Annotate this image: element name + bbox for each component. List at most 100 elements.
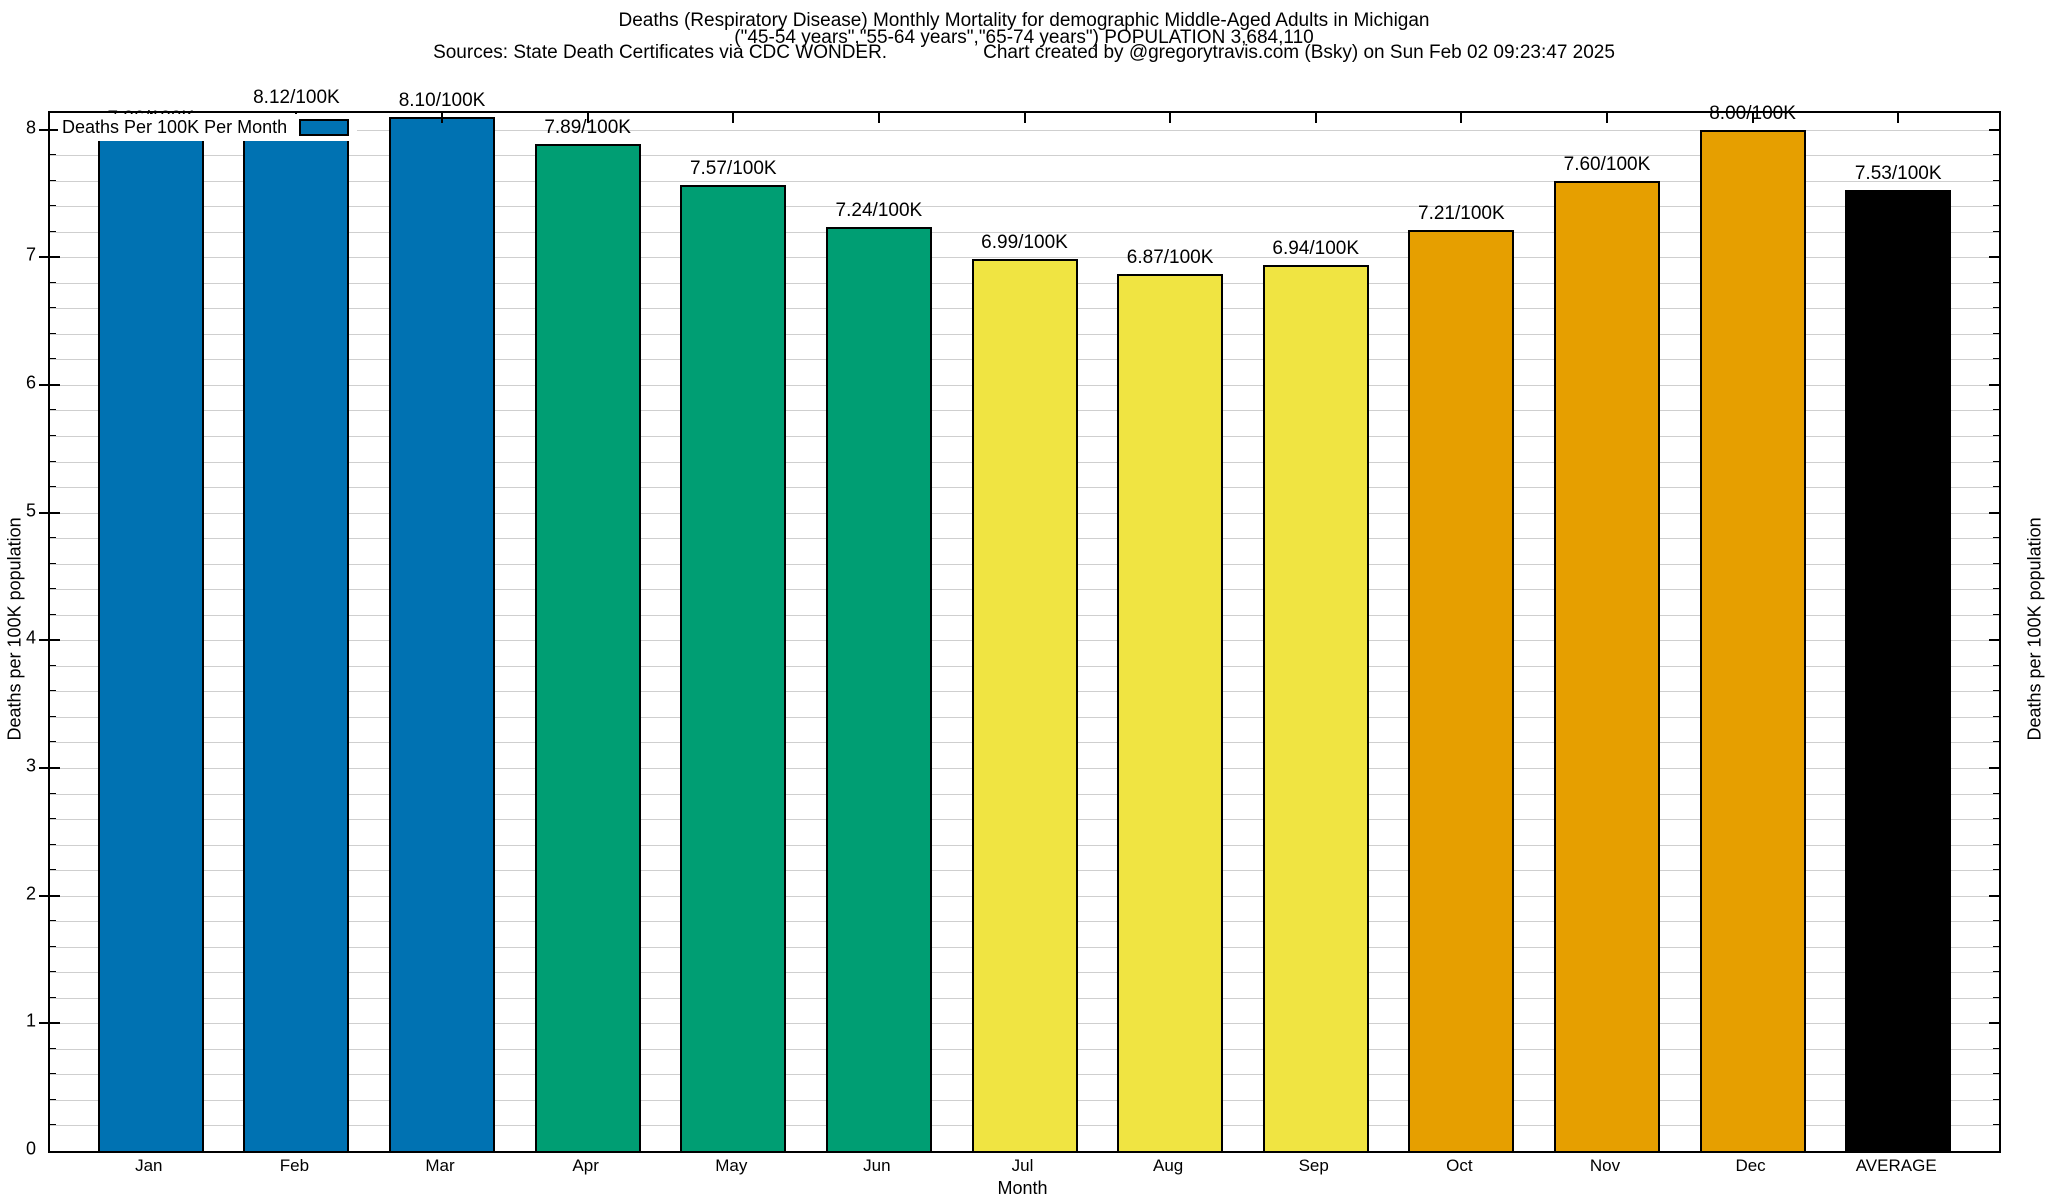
y-tick-mark: [1993, 1047, 1999, 1049]
bar-value-label-dec: 8.00/100K: [1709, 102, 1796, 124]
y-tick-mark: [1993, 945, 1999, 947]
y-tick-mark: [50, 1073, 56, 1075]
y-tick-mark: [1993, 715, 1999, 717]
bar-value-label-nov: 7.60/100K: [1563, 153, 1651, 175]
x-tick-label-sep: Sep: [1298, 1156, 1329, 1175]
y-tick-mark: [50, 154, 56, 156]
y-tick-label: 5: [25, 500, 36, 521]
y-tick-mark: [1993, 537, 1999, 539]
y-tick-mark: [1993, 307, 1999, 309]
y-tick-mark: [1993, 613, 1999, 615]
y-tick-mark: [50, 766, 60, 769]
bar-mar: [389, 116, 496, 1151]
y-tick-mark: [1993, 562, 1999, 564]
y-tick-label: 8: [25, 117, 36, 138]
y-tick-mark: [1989, 639, 1999, 642]
y-tick-mark: [50, 741, 56, 743]
y-tick-mark: [50, 562, 56, 564]
y-tick-mark: [50, 1047, 56, 1049]
y-tick-mark: [50, 588, 56, 590]
x-tick-label-jan: Jan: [135, 1156, 163, 1175]
y-tick-mark: [1993, 230, 1999, 232]
x-tick-label-aug: Aug: [1152, 1156, 1184, 1175]
y-tick-mark: [50, 281, 56, 283]
chart-title: Deaths (Respiratory Disease) Monthly Mor…: [618, 10, 1430, 31]
y-tick-mark: [50, 383, 60, 386]
bar-value-label-mar: 8.10/100K: [398, 89, 486, 111]
legend: Deaths Per 100K Per Month: [58, 114, 358, 141]
y-tick-mark: [1993, 588, 1999, 590]
x-tick-mark: [441, 113, 444, 123]
y-tick-label: 4: [25, 627, 36, 648]
legend-swatch-icon: [299, 119, 350, 136]
bar-value-label-feb: 8.12/100K: [253, 87, 340, 109]
y-tick-mark: [1993, 154, 1999, 156]
x-tick-label-jul: Jul: [1011, 1156, 1034, 1175]
bar-jan: [97, 134, 204, 1151]
y-tick-mark: [50, 843, 56, 845]
bar-apr: [534, 143, 641, 1151]
y-tick-mark: [1993, 358, 1999, 360]
x-tick-label-jun: Jun: [863, 1156, 891, 1175]
y-tick-mark: [50, 792, 56, 794]
y-tick-label: 1: [25, 1010, 36, 1031]
y-tick-mark: [50, 230, 56, 232]
y-tick-mark: [1993, 690, 1999, 692]
bar-value-label-jun: 7.24/100K: [835, 199, 923, 221]
bar-may: [680, 184, 787, 1151]
y-tick-mark: [1993, 869, 1999, 871]
y-tick-mark: [50, 1124, 56, 1126]
y-tick-mark: [1993, 971, 1999, 973]
y-tick-mark: [50, 460, 56, 462]
gridline: [50, 206, 1999, 208]
y-tick-mark: [1993, 996, 1999, 998]
y-tick-mark: [1989, 894, 1999, 897]
x-tick-mark: [1460, 113, 1463, 123]
y-tick-mark: [39, 1022, 48, 1025]
x-tick-label-mar: Mar: [425, 1156, 455, 1175]
y-tick-mark: [1993, 1098, 1999, 1100]
y-tick-mark: [50, 818, 56, 820]
y-tick-mark: [50, 256, 60, 259]
y-tick-mark: [50, 409, 56, 411]
y-tick-mark: [39, 639, 48, 642]
y-tick-mark: [1993, 1073, 1999, 1075]
bar-value-label-sep: 6.94/100K: [1272, 237, 1360, 259]
bar-value-label-average: 7.53/100K: [1854, 162, 1942, 184]
gridline: [50, 180, 1999, 182]
y-tick-mark: [1993, 179, 1999, 181]
y-tick-mark: [50, 332, 56, 334]
x-tick-label-feb: Feb: [279, 1156, 310, 1175]
y-tick-mark: [50, 179, 56, 181]
y-tick-mark: [1989, 766, 1999, 769]
chart-subtitle: ("45-54 years","55-64 years","65-74 year…: [734, 27, 1314, 48]
y-tick-mark: [50, 639, 60, 642]
bar-nov: [1553, 180, 1660, 1151]
y-tick-mark: [50, 307, 56, 309]
y-tick-mark: [1993, 460, 1999, 462]
y-tick-label: 6: [25, 372, 36, 393]
y-tick-mark: [50, 1098, 56, 1100]
bar-oct: [1408, 230, 1515, 1151]
y-tick-mark: [1993, 409, 1999, 411]
x-tick-mark: [1605, 113, 1608, 123]
bar-aug: [1117, 273, 1224, 1151]
x-tick-mark: [1023, 113, 1026, 123]
x-tick-mark: [1751, 113, 1754, 123]
y-tick-mark: [39, 128, 48, 131]
y-tick-mark: [50, 128, 60, 131]
y-tick-mark: [50, 894, 60, 897]
y-tick-mark: [39, 766, 48, 769]
y-tick-mark: [1993, 818, 1999, 820]
bar-value-label-apr: 7.89/100K: [544, 116, 631, 138]
x-tick-mark: [586, 113, 589, 123]
y-tick-mark: [50, 537, 56, 539]
x-tick-label-oct: Oct: [1446, 1156, 1473, 1175]
y-tick-mark: [50, 690, 56, 692]
gridline: [50, 231, 1999, 233]
x-tick-mark: [1314, 113, 1317, 123]
y-tick-mark: [1989, 511, 1999, 514]
y-tick-mark: [1993, 281, 1999, 283]
y-tick-mark: [1993, 332, 1999, 334]
y-tick-mark: [1993, 664, 1999, 666]
